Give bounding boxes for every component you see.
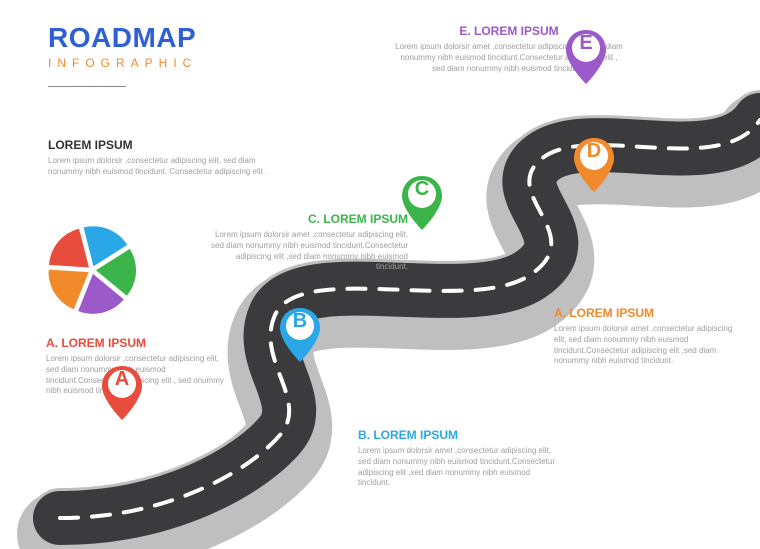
map-pin-e: E <box>564 28 608 88</box>
map-pin-letter: A <box>100 368 144 391</box>
pie-slice <box>49 229 89 268</box>
milestone-title: A. LOREM IPSUM <box>554 306 744 320</box>
milestone-body: Lorem ipsum dolorsir amet ,consectetur a… <box>358 446 558 489</box>
header-title: ROADMAP <box>48 22 197 54</box>
map-pin-a: A <box>100 364 144 424</box>
milestone-title: A. LOREM IPSUM <box>46 336 226 350</box>
map-pin-d: D <box>572 136 616 196</box>
map-pin-letter: C <box>400 178 444 201</box>
header-subtitle: INFOGRAPHIC <box>48 56 197 70</box>
milestone-body: Lorem ipsum dolorsir amet ,consectetur a… <box>554 324 744 367</box>
map-pin-b: B <box>278 306 322 366</box>
intro-body: Lorem ipsum dolorsir ,consectetur adipis… <box>48 156 278 178</box>
milestone-title: C. LOREM IPSUM <box>208 212 408 226</box>
map-pin-c: C <box>400 174 444 234</box>
milestone-block-b: B. LOREM IPSUM Lorem ipsum dolorsir amet … <box>358 428 558 489</box>
milestone-block-d: A. LOREM IPSUM Lorem ipsum dolorsir amet … <box>554 306 744 367</box>
intro-title: LOREM IPSUM <box>48 138 278 152</box>
pie-chart <box>44 222 140 323</box>
header-rule <box>48 86 126 87</box>
map-pin-letter: B <box>278 310 322 333</box>
milestone-title: B. LOREM IPSUM <box>358 428 558 442</box>
intro-block: LOREM IPSUM Lorem ipsum dolorsir ,consec… <box>48 138 278 178</box>
milestone-block-c: C. LOREM IPSUM Lorem ipsum dolorsir amet … <box>208 212 408 273</box>
header: ROADMAP INFOGRAPHIC <box>48 22 197 87</box>
milestone-body: Lorem ipsum dolorsir amet ,consectetur a… <box>208 230 408 273</box>
map-pin-letter: D <box>572 140 616 163</box>
map-pin-letter: E <box>564 32 608 55</box>
